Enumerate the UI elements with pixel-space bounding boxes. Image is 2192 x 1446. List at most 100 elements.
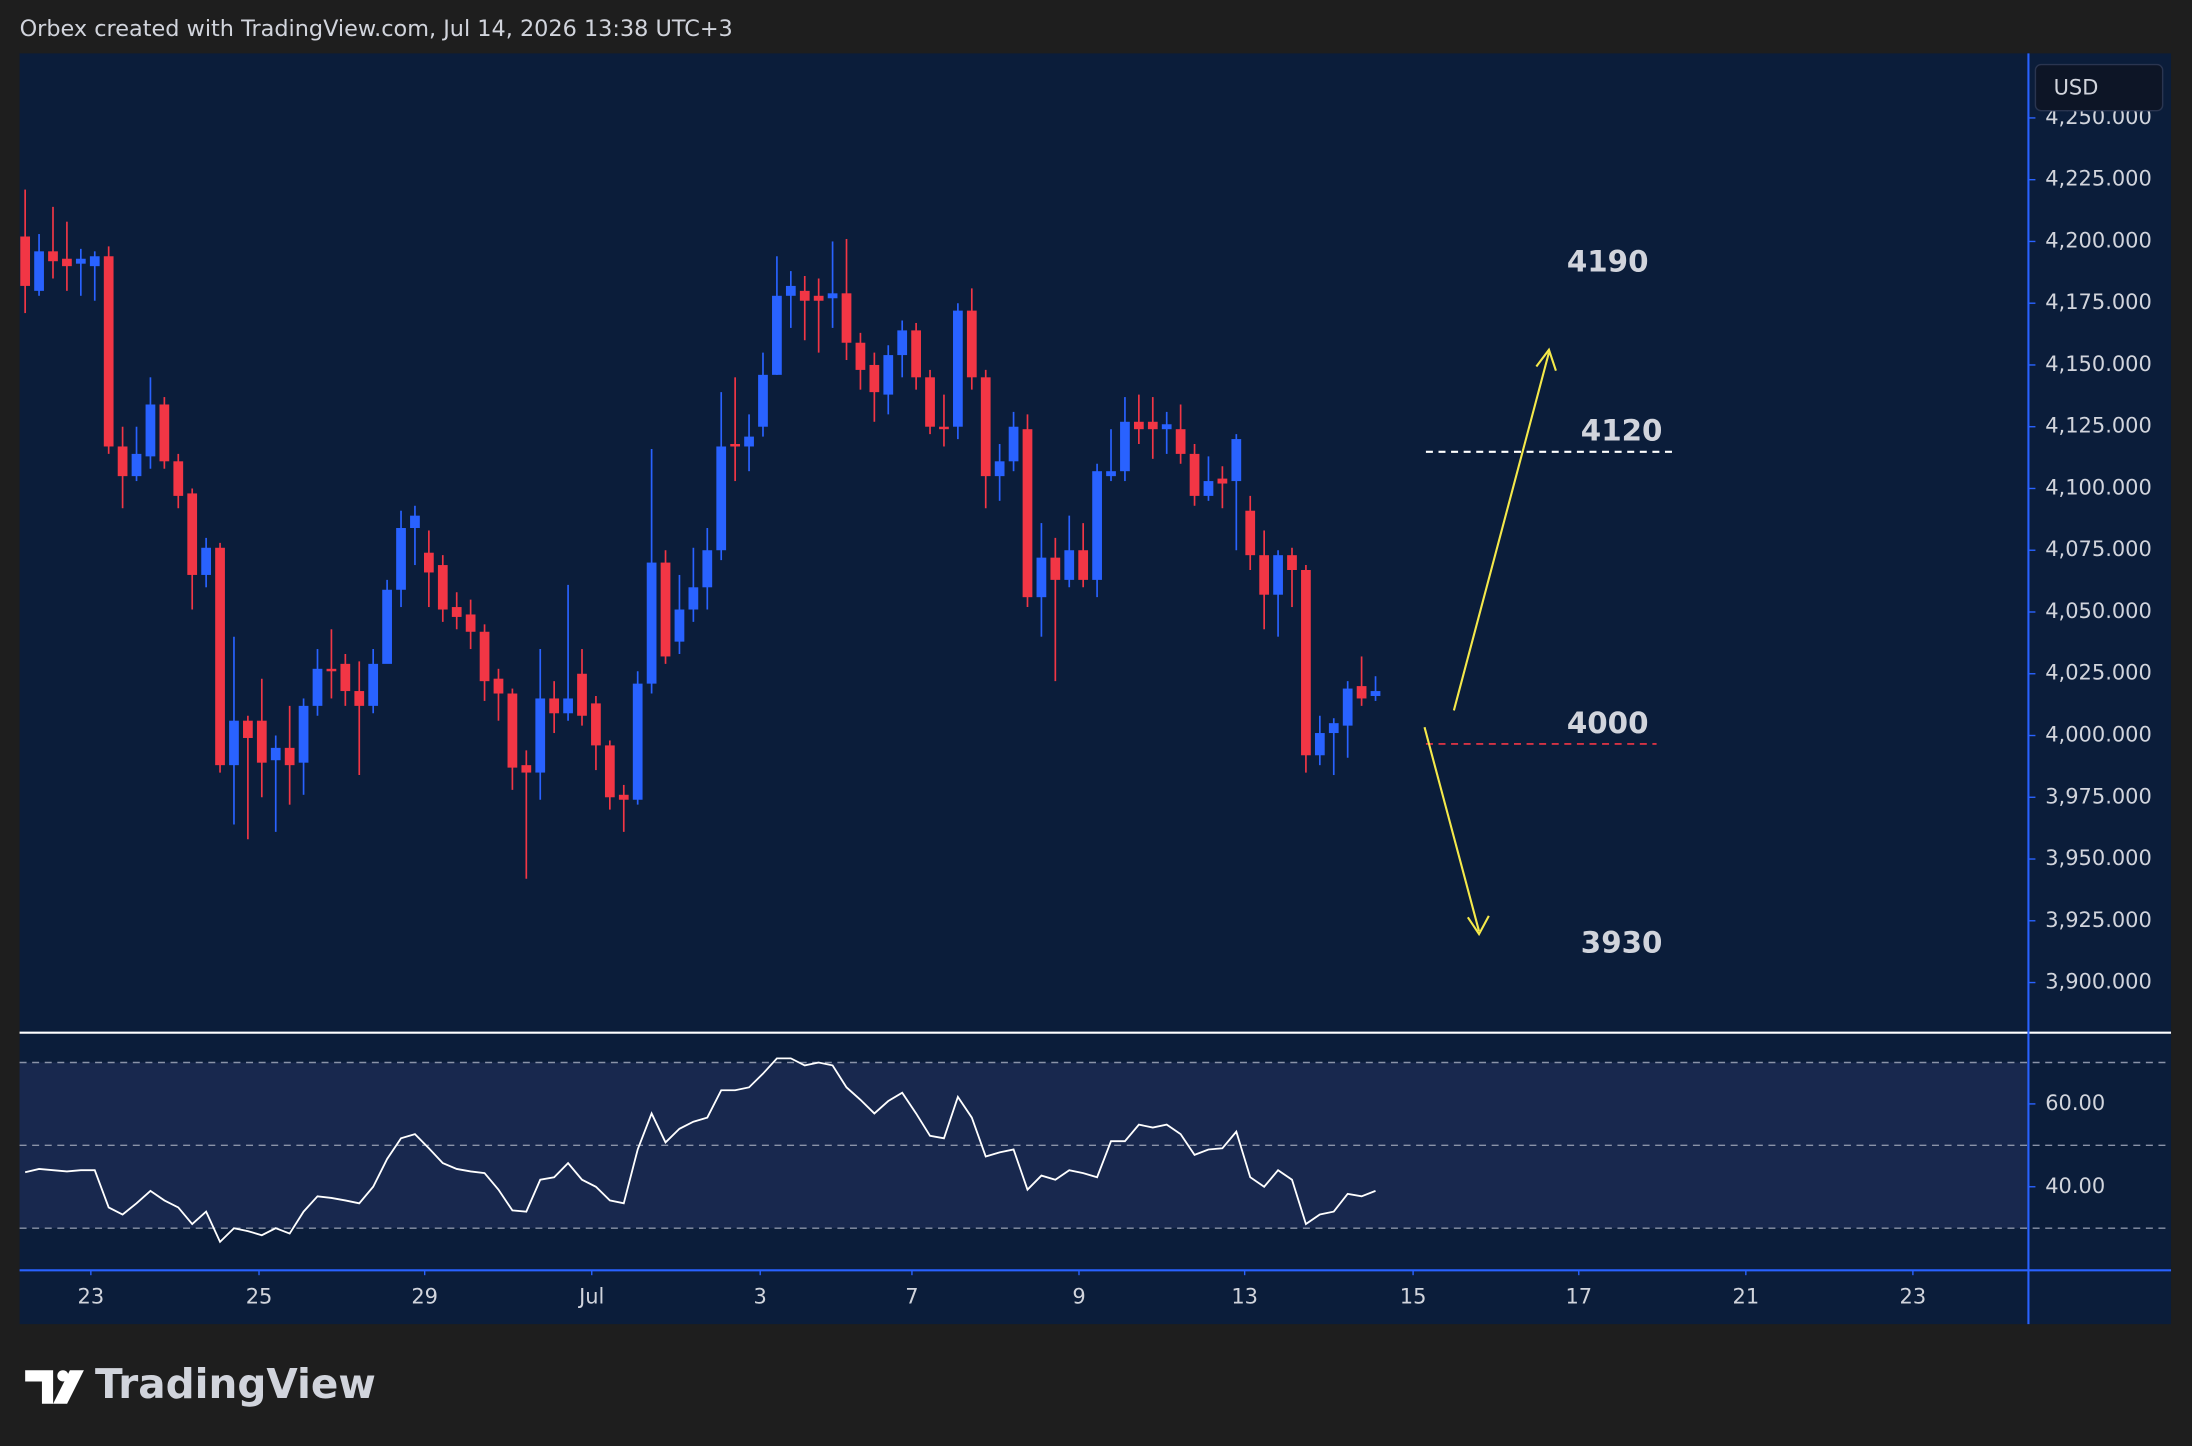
x-tick-label: 23 [78, 1285, 105, 1309]
candle-body [966, 310, 977, 378]
x-tick-label: 21 [1732, 1285, 1759, 1309]
candle-body [1147, 421, 1158, 430]
candle-body [855, 342, 866, 370]
y-tick-label: 4,100.000 [2045, 475, 2152, 499]
candle-body [646, 562, 657, 684]
rsi-tick-label: 40.00 [2045, 1174, 2105, 1198]
candle-body [507, 693, 518, 768]
candle-body [256, 720, 267, 763]
candle-body [1231, 439, 1242, 482]
y-tick-label: 4,150.000 [2045, 352, 2152, 376]
candle-body [688, 587, 699, 610]
candle-body [827, 293, 838, 299]
y-tick-label: 4,125.000 [2045, 414, 2152, 438]
candle-body [396, 528, 406, 590]
y-tick-label: 3,950.000 [2045, 846, 2152, 870]
x-tick-label: 17 [1565, 1285, 1592, 1309]
y-tick-label: 4,200.000 [2045, 228, 2152, 252]
candle-body [1203, 481, 1214, 496]
candle-body [326, 668, 337, 672]
candle-body [215, 547, 225, 766]
y-tick-label: 4,175.000 [2045, 290, 2152, 314]
candle-body [841, 293, 852, 343]
annotation: 3930 [1581, 925, 1663, 959]
candle-body [1301, 569, 1311, 756]
candle-body [1064, 550, 1075, 580]
candle-body [298, 705, 309, 763]
x-tick-label: 25 [246, 1285, 273, 1309]
candle-body [591, 703, 601, 746]
annotation: 4190 [1567, 245, 1649, 279]
rsi-tick-label: 60.00 [2045, 1091, 2105, 1115]
candle-body [479, 631, 490, 682]
candle-body [702, 550, 713, 588]
candle-body [563, 698, 573, 714]
brand-logo [25, 1370, 84, 1404]
candle-body [758, 374, 768, 427]
candle-body [1120, 421, 1130, 472]
x-tick-label: 3 [754, 1285, 767, 1309]
y-tick-label: 4,225.000 [2045, 167, 2152, 191]
candle-body [939, 426, 949, 430]
candle-body [368, 663, 379, 706]
candle-body [75, 258, 86, 264]
candle-body [451, 607, 462, 617]
y-tick-label: 3,975.000 [2045, 784, 2152, 808]
candle-body [799, 290, 810, 301]
y-tick-label: 3,900.000 [2045, 970, 2152, 994]
annotation: 4120 [1581, 414, 1663, 448]
x-tick-label: 29 [411, 1285, 438, 1309]
candle-body [869, 364, 880, 393]
candle-body [1078, 550, 1089, 580]
candle-body [131, 453, 142, 477]
rsi-band [19, 1062, 2029, 1229]
candle-body [1328, 723, 1339, 734]
candle-body [145, 404, 156, 457]
brand: TradingView [95, 1360, 376, 1408]
y-tick-label: 4,075.000 [2045, 537, 2152, 561]
candle-body [897, 330, 908, 356]
candle-body [1217, 478, 1228, 484]
currency-box [2034, 63, 2164, 112]
candle-body [618, 794, 629, 800]
candle-body [201, 547, 211, 575]
y-tick-label: 4,050.000 [2045, 599, 2152, 623]
candle-body [89, 256, 100, 267]
axis-labels: 3,900.000 3,925.000 3,950.000 3,975.000 4,00… [78, 105, 2152, 1309]
candle-body [730, 444, 741, 447]
candle-body [437, 565, 448, 610]
candle-body [1008, 426, 1019, 462]
x-tick-label: 15 [1400, 1285, 1427, 1309]
y-tick-label: 4,025.000 [2045, 661, 2152, 685]
candle-body [953, 310, 963, 427]
candle-body [925, 377, 935, 427]
x-tick-label: Jul [577, 1285, 604, 1309]
candle-body [159, 404, 170, 462]
candle-body [535, 698, 546, 773]
marks [19, 189, 2172, 1244]
candle-body [243, 720, 253, 738]
header: Orbex created with TradingView.com, Jul … [20, 16, 733, 42]
y-tick-label: 3,925.000 [2045, 908, 2152, 932]
x-tick-label: 7 [905, 1285, 918, 1309]
candle-body [20, 236, 31, 286]
candle-body [284, 747, 295, 766]
candle-body [632, 683, 643, 800]
candle-body [423, 552, 434, 573]
candle-body [785, 285, 796, 296]
candle-body [716, 446, 727, 551]
x-tick-label: 23 [1900, 1285, 1927, 1309]
candle-body [410, 515, 420, 529]
candle-body [354, 691, 365, 706]
candle-body [1050, 557, 1061, 580]
candle-body [382, 589, 392, 664]
candle-body [1356, 686, 1367, 699]
candle-body [1273, 555, 1283, 595]
candle-body [1259, 555, 1270, 595]
candle-body [173, 461, 184, 496]
candle-body [1370, 691, 1381, 696]
candle-body [340, 663, 351, 692]
candle-body [521, 765, 532, 773]
